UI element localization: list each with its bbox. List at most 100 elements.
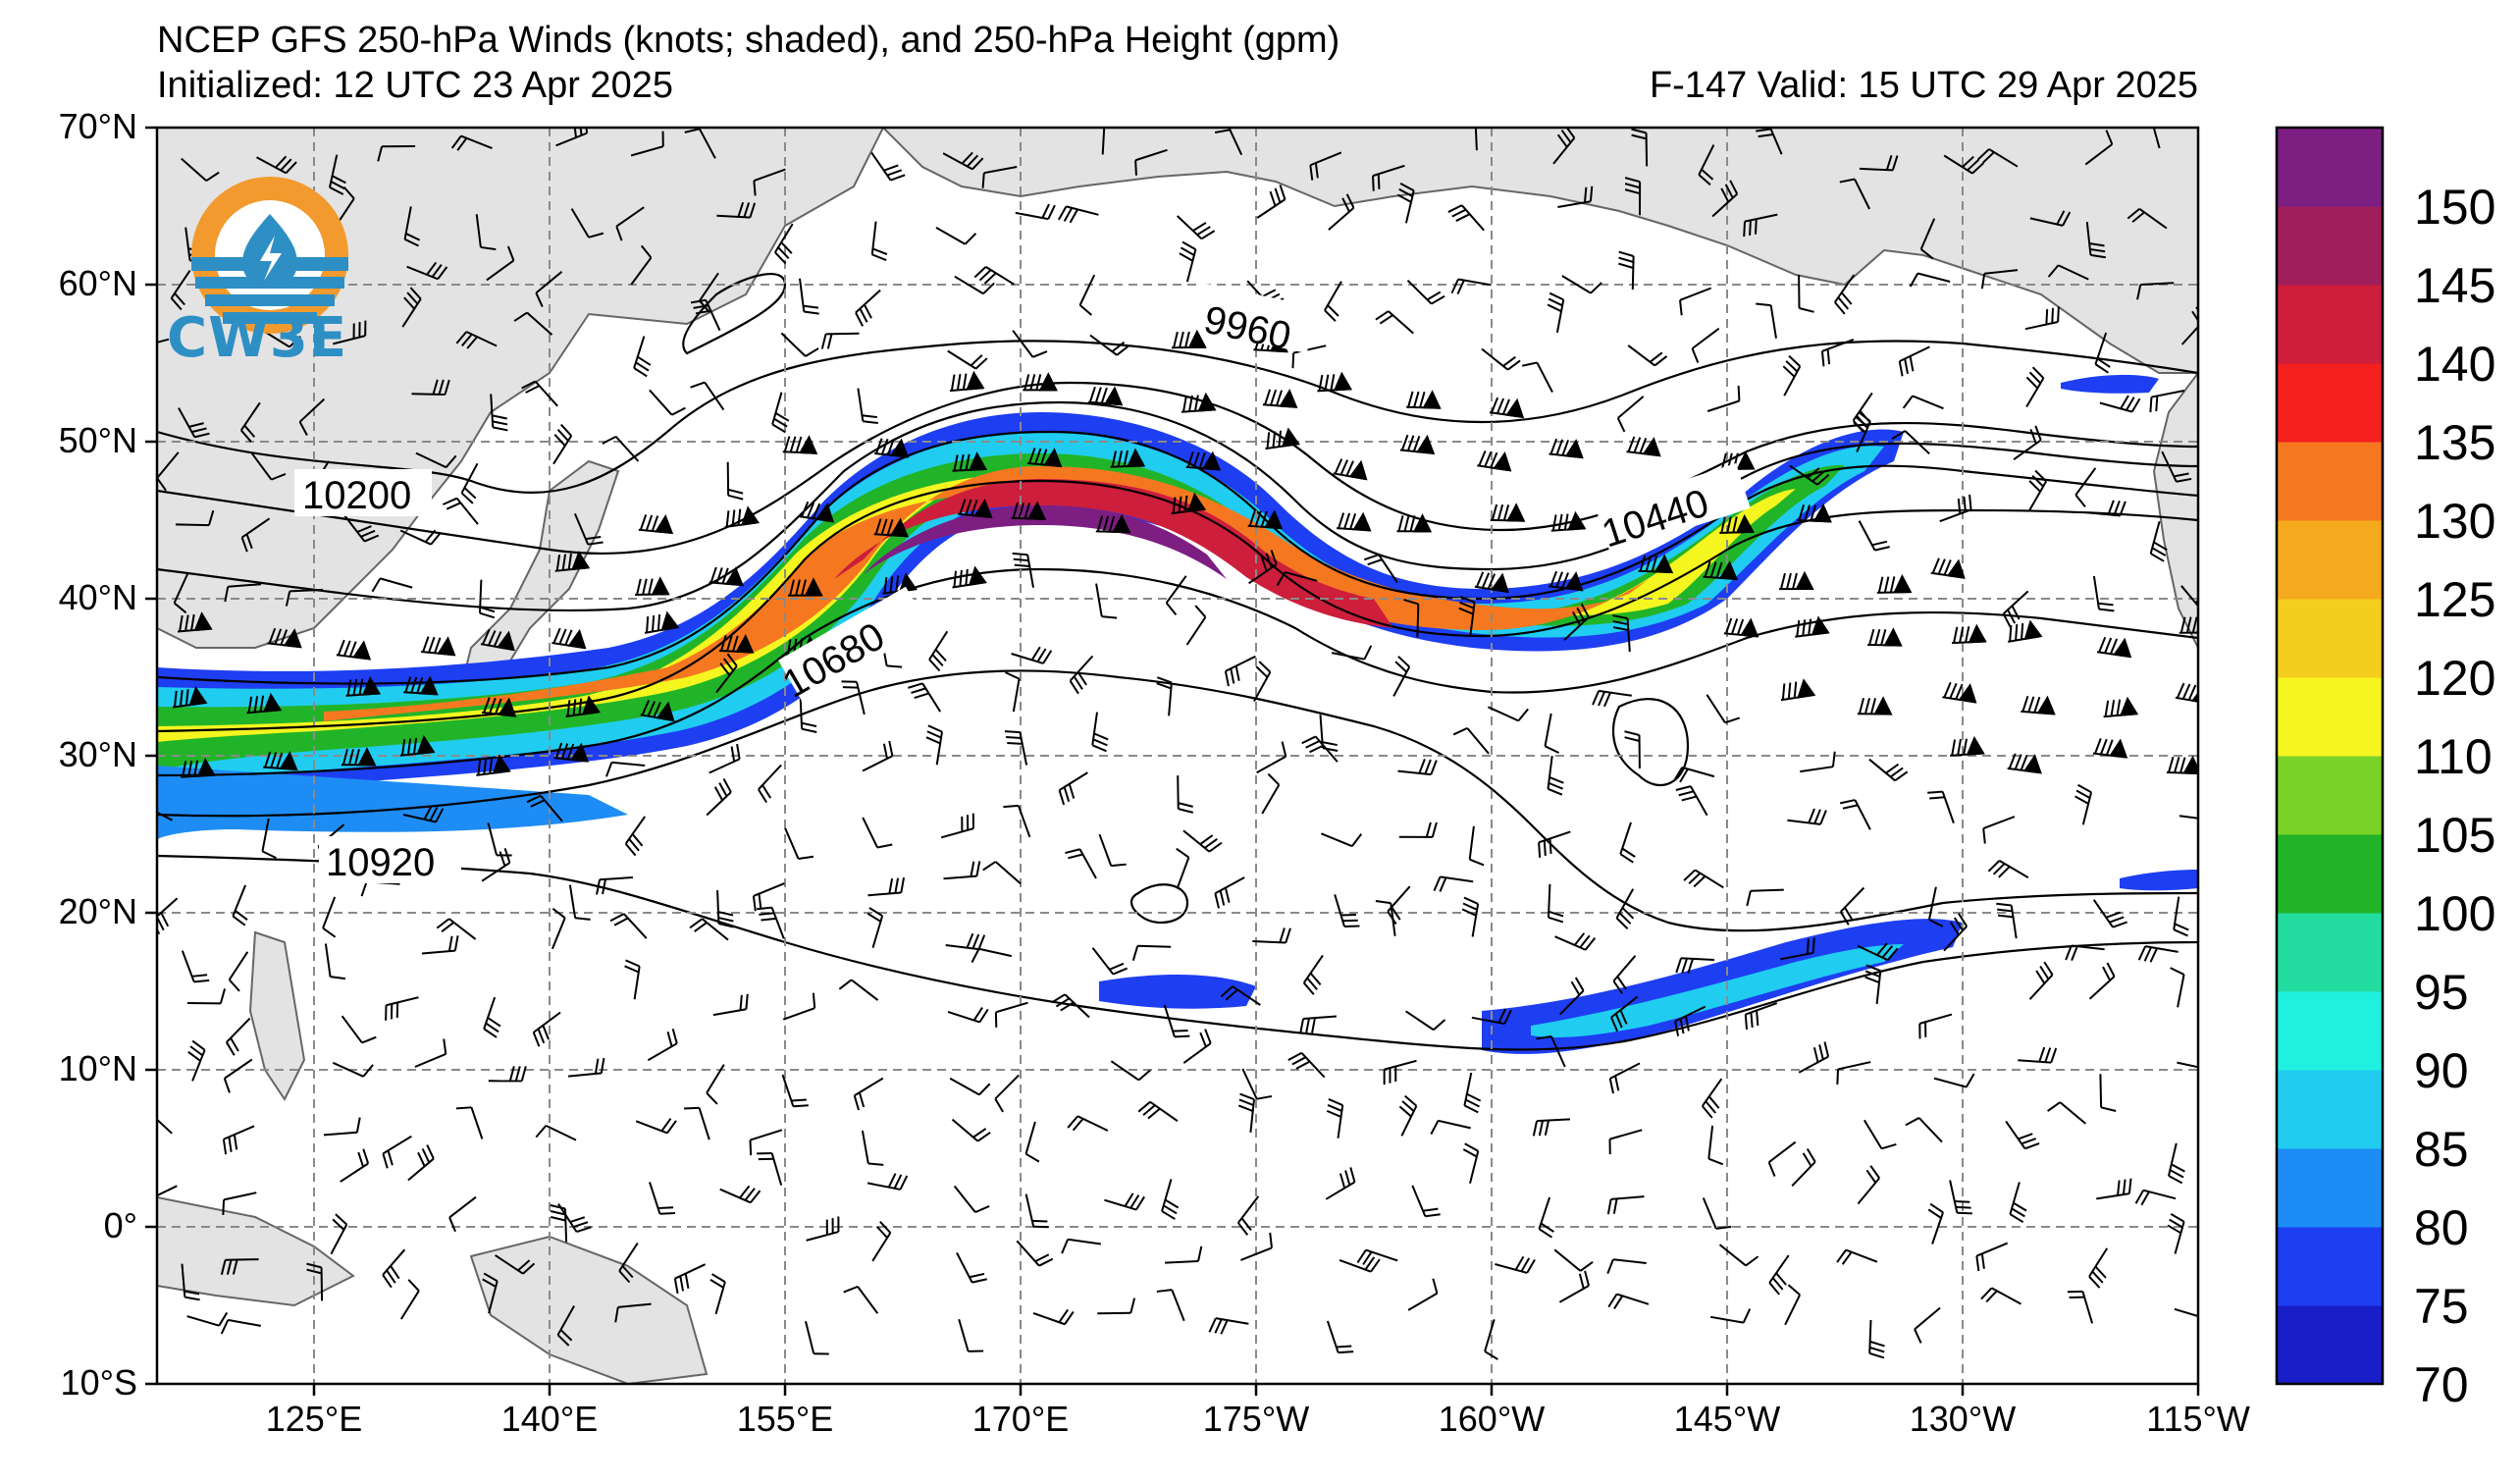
wind-barb (1012, 330, 1048, 358)
wind-barb (1743, 213, 1778, 238)
colorbar-segment (2277, 677, 2383, 757)
wind-barb (2028, 961, 2054, 1000)
wind-barb (1521, 361, 1553, 394)
wind-barb (450, 134, 493, 151)
wind-barb (1868, 1319, 1885, 1359)
wind-barb (1679, 287, 1712, 316)
wind-barb (521, 380, 558, 407)
wind-barb (371, 577, 413, 593)
wind-barb (716, 890, 734, 928)
wind-barb (487, 822, 512, 857)
wind-barb (2047, 1101, 2087, 1125)
wind-barb (2008, 619, 2043, 643)
wind-barb (2088, 1247, 2109, 1289)
wind-barb (1675, 957, 1715, 974)
wind-barb (220, 1318, 261, 1335)
wind-barb (1398, 1094, 1418, 1137)
wind-barb (1612, 614, 1631, 653)
wind-barb (1891, 430, 1930, 455)
wind-barb (1778, 570, 1814, 591)
wind-barb (486, 245, 515, 282)
wind-barb (1339, 1256, 1381, 1273)
wind-barb (953, 1185, 990, 1214)
wind-barb (178, 407, 210, 439)
wind-barb (781, 1074, 809, 1108)
wind-barb (928, 630, 949, 672)
wind-barb (1987, 860, 2029, 878)
colorbar-label: 85 (2414, 1122, 2469, 1177)
wind-barb (1767, 1140, 1797, 1177)
wind-barb (1065, 848, 1097, 879)
wind-barb (799, 695, 817, 733)
wind-barb (1406, 390, 1442, 409)
colorbar-segment (2277, 442, 2383, 521)
wind-barb (403, 675, 439, 696)
wind-barb (2149, 390, 2184, 413)
wind-barb (267, 627, 302, 649)
wind-barb (2138, 128, 2161, 149)
wind-barb (1208, 1317, 1249, 1335)
wind-barb (1179, 240, 1197, 283)
wind-barb (415, 451, 457, 469)
wind-barb (602, 435, 640, 462)
wind-barb (1930, 557, 1966, 579)
wind-barb (1406, 279, 1445, 305)
wind-barb (1016, 1240, 1054, 1267)
colorbar-frame (2275, 126, 2385, 1386)
colorbar-label: 70 (2414, 1357, 2469, 1412)
wind-barb (1156, 1289, 1185, 1322)
wind-barb (455, 1106, 484, 1139)
wind-barb (1782, 354, 1802, 397)
wind-barb (1723, 617, 1759, 638)
colorbar-segment (2277, 1305, 2383, 1385)
wind-barb (1262, 388, 1298, 408)
wind-barb (1405, 1010, 1446, 1032)
colorbar-label: 90 (2414, 1043, 2469, 1098)
wind-barb (1176, 847, 1190, 889)
wind-barb (1853, 410, 1871, 452)
wind-barb (402, 805, 445, 823)
wind-barb (399, 1279, 420, 1320)
wind-barb (618, 1242, 639, 1284)
wind-barb (173, 572, 189, 614)
wind-barb (1256, 741, 1287, 774)
wind-barb (552, 423, 573, 465)
wind-barb (263, 751, 298, 771)
wind-barb (1091, 947, 1129, 976)
wind-barb (1087, 386, 1124, 406)
lon-label: 140°E (500, 1399, 599, 1439)
wind-barb (1098, 833, 1127, 868)
wind-barb (726, 461, 744, 501)
wind-barb (624, 816, 647, 857)
wind-barb (332, 1061, 374, 1078)
wind-barb (943, 861, 981, 880)
wind-barb (2024, 306, 2060, 331)
wind-barb (1538, 1196, 1554, 1239)
wind-barb (1012, 552, 1034, 588)
wind-barb (1561, 275, 1602, 294)
wind-barb (1638, 554, 1674, 574)
wind-barb (1463, 1072, 1482, 1114)
wind-barb (1859, 155, 1899, 172)
wind-barb (222, 1125, 255, 1155)
lat-label: 30°N (58, 734, 137, 774)
wind-barb (1240, 1232, 1274, 1261)
colorbar-segment (2277, 991, 2383, 1071)
wind-barb (172, 685, 208, 709)
wind-barb (1163, 1004, 1190, 1038)
wind-barb (1252, 927, 1291, 944)
colorbar-segment (2277, 1148, 2383, 1228)
wind-barb (1536, 1034, 1566, 1068)
wind-barb (1261, 772, 1281, 815)
wind-barb (757, 1151, 783, 1186)
wind-barb (443, 497, 479, 525)
wind-barb (838, 979, 879, 1001)
wind-barb (1898, 345, 1930, 377)
wind-barb (866, 907, 884, 948)
wind-barb (382, 1248, 406, 1289)
wind-barb (1746, 888, 1784, 907)
wind-barb (1919, 218, 1936, 260)
wind-barb (478, 579, 496, 619)
wind-barb (624, 959, 641, 1000)
wind-barb (2099, 395, 2141, 413)
